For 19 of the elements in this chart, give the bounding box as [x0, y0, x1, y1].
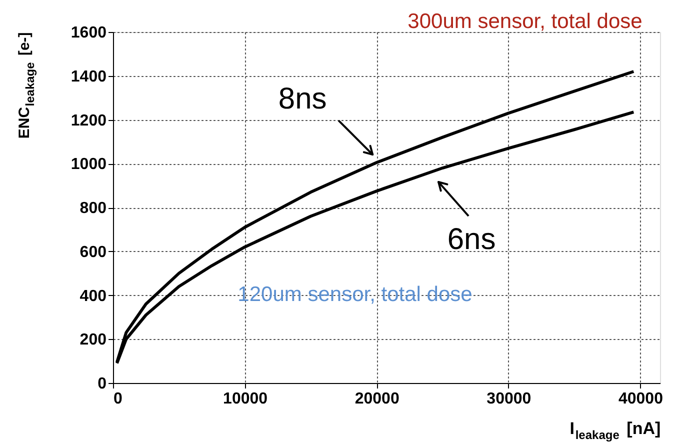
y-axis-title: ENCleakage [e-]	[16, 32, 37, 139]
y-tick-label: 800	[80, 200, 107, 217]
legend-label: 6ns	[447, 223, 496, 256]
x-tick-label: 10000	[223, 390, 268, 408]
y-tick-label: 400	[80, 288, 107, 305]
y-tick-label: 600	[80, 244, 107, 261]
y-tick-label: 1600	[70, 24, 107, 42]
x-tick-label: 30000	[486, 390, 532, 408]
y-tick-label: 1200	[70, 112, 107, 130]
annotation: 300um sensor, total dose	[408, 10, 642, 33]
x-tick-label: 0	[114, 390, 122, 408]
y-tick-label: 1000	[70, 156, 107, 174]
text: 8ns	[278, 82, 327, 116]
y-tick-label: 200	[80, 332, 107, 349]
y-tick-label: 1400	[70, 68, 107, 86]
annotation: 120um sensor, total dose	[238, 283, 472, 306]
y-tick-label: 0	[98, 376, 107, 392]
x-tick-label: 40000	[618, 390, 664, 408]
x-tick-label: 20000	[354, 390, 400, 408]
